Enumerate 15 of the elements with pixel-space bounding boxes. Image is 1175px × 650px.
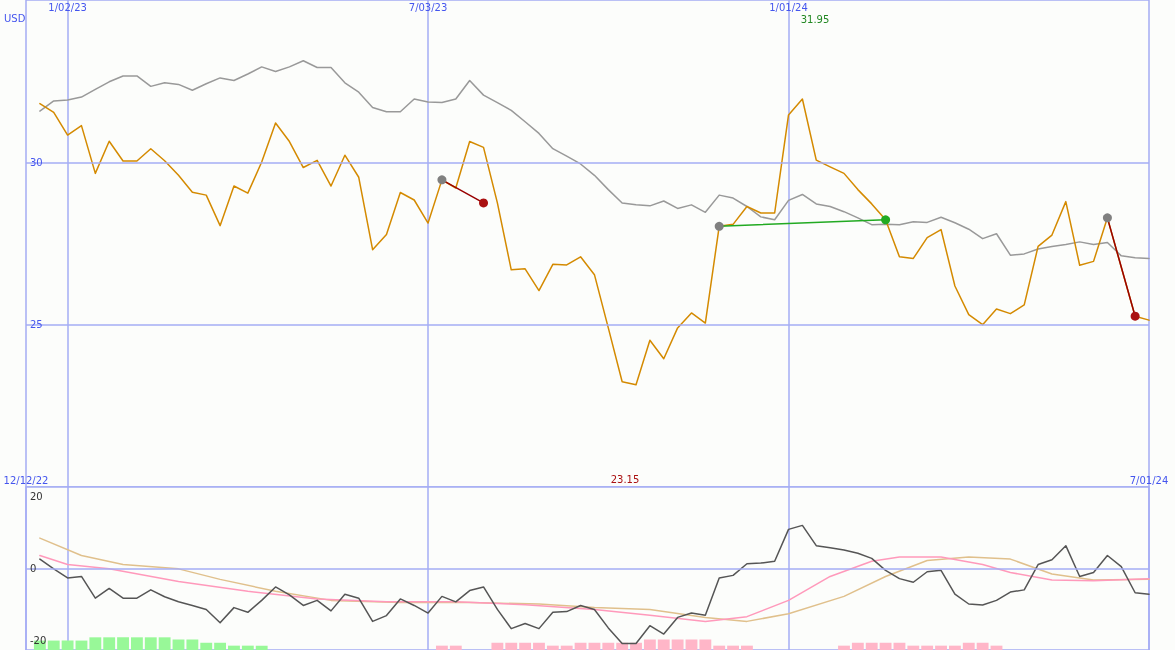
- annotation: 31.95: [800, 13, 830, 25]
- x-tick-label: 12/12/22: [3, 474, 49, 486]
- y-tick-label: 30: [30, 156, 43, 168]
- x-tick-label: 1/01/24: [769, 1, 808, 13]
- x-tick-label: 7/03/23: [408, 1, 448, 13]
- y-axis-title: USD: [4, 12, 26, 24]
- x-tick-label: 1/02/23: [48, 1, 87, 13]
- y-tick-label: 25: [30, 319, 43, 331]
- y-tick-label: 20: [30, 490, 43, 502]
- point: [881, 215, 891, 225]
- annotation: 23.15: [610, 473, 640, 485]
- y-tick-label: -20: [30, 635, 47, 647]
- line-series: [39, 554, 1150, 623]
- y-tick-label: 0: [30, 563, 37, 574]
- x-tick-label: 7/01/24: [1129, 474, 1169, 486]
